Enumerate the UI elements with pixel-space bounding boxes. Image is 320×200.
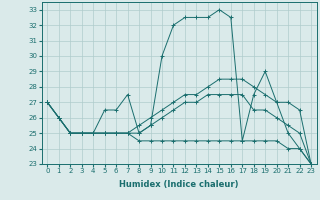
X-axis label: Humidex (Indice chaleur): Humidex (Indice chaleur) [119, 180, 239, 189]
